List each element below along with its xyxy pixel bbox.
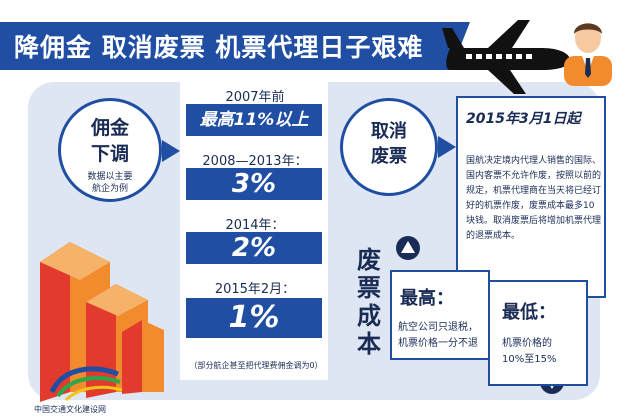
timeline-year: 2007年前: [225, 90, 285, 105]
notice-body: 国航决定境内代理人销售的国际、国内客票不允许作废，按照以前的规定，机票代理商在当…: [466, 156, 602, 241]
timeline-year: 2014年：: [225, 218, 285, 233]
up-arrow-icon: [396, 236, 420, 260]
cost-high-title: 最高：: [400, 288, 454, 309]
cost-high-line: 机票价格一分不退: [398, 338, 478, 349]
cancel-title: 取消 废票: [371, 121, 407, 167]
timeline-value: 2%: [186, 232, 322, 264]
cost-label: 废票成本: [357, 246, 381, 358]
cost-low-body: 机票价格的 10%至15%: [502, 336, 556, 368]
timeline-footnote: （部分航企甚至把代理费佣金调为0）: [189, 361, 323, 370]
commission-badge: 佣金 下调 数据以主要 航企为例: [58, 98, 162, 202]
arrow-right-icon: [438, 136, 456, 158]
logo-text: 中国交通文化建设网: [34, 405, 106, 414]
cost-low-line: 10%至15%: [502, 354, 557, 365]
header-banner: [0, 22, 470, 70]
agent-avatar-icon: [564, 23, 612, 86]
timeline-year: 2015年2月：: [214, 282, 296, 297]
airplane-icon: [442, 20, 570, 94]
logo-icon: [49, 366, 123, 402]
timeline-year: 2008—2013年：: [202, 154, 308, 169]
cost-high-line: 航空公司只退税，: [398, 322, 478, 333]
timeline-value: 3%: [186, 168, 322, 200]
cost-low-title: 最低：: [502, 302, 556, 323]
cost-high-box: 最高： 航空公司只退税， 机票价格一分不退: [390, 270, 490, 360]
cancel-badge: 取消 废票: [340, 98, 438, 196]
declining-blocks-graphic: [40, 242, 164, 402]
cost-low-line: 机票价格的: [502, 338, 552, 349]
timeline-value: 最高11%以上: [186, 104, 322, 136]
cost-low-box: 最低： 机票价格的 10%至15%: [488, 280, 588, 386]
timeline-value: 1%: [186, 298, 322, 338]
policy-notice-card: 2015年3月1日起 国航决定境内代理人销售的国际、国内客票不允许作废，按照以前…: [456, 96, 606, 298]
commission-title: 佣金 下调: [90, 117, 129, 165]
page-title: 降佣金 取消废票 机票代理日子艰难: [14, 33, 424, 62]
notice-date: 2015年3月1日起: [466, 111, 581, 127]
cost-high-body: 航空公司只退税， 机票价格一分不退: [398, 320, 478, 352]
arrow-right-icon: [162, 140, 180, 162]
commission-note: 数据以主要 航企为例: [87, 172, 133, 194]
